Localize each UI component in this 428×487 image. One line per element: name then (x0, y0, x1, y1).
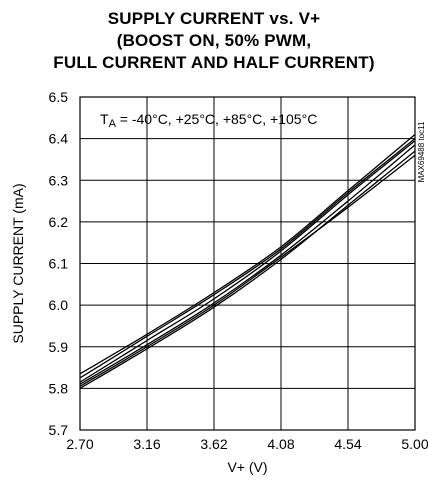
y-tick-label: 6.1 (49, 256, 69, 272)
y-tick-label: 5.7 (49, 422, 69, 438)
series-line (79, 150, 416, 389)
x-tick-label: 2.70 (66, 436, 93, 452)
x-tick-labels: 2.70 3.16 3.62 4.08 4.54 5.00 (66, 436, 428, 452)
chart-title-line-2: (BOOST ON, 50% PWM, (116, 31, 312, 50)
y-tick-label: 6.0 (49, 297, 69, 313)
annotation-prefix: T (100, 111, 109, 127)
y-tick-label: 5.8 (49, 380, 69, 396)
y-tick-label: 6.3 (49, 172, 69, 188)
temperature-annotation: TA = -40°C, +25°C, +85°C, +105°C (100, 111, 317, 130)
series-line (79, 154, 416, 387)
x-tick-label: 3.62 (200, 436, 227, 452)
annotation-text: = -40°C, +25°C, +85°C, +105°C (116, 111, 317, 127)
chart-title-line-3: FULL CURRENT AND HALF CURRENT) (53, 53, 375, 72)
chart-title-line-1: SUPPLY CURRENT vs. V+ (107, 9, 321, 28)
y-tick-label: 6.5 (49, 89, 69, 105)
series-line (79, 138, 416, 379)
y-tick-label: 6.4 (49, 131, 69, 147)
x-tick-label: 5.00 (401, 436, 428, 452)
series-line (79, 133, 416, 375)
series-line (79, 140, 416, 383)
y-tick-label: 5.9 (49, 339, 69, 355)
y-axis-label: SUPPLY CURRENT (mA) (10, 183, 26, 343)
series-line (79, 144, 416, 385)
part-id-label: MAX69488 toc11 (417, 121, 426, 182)
annotation-subscript: A (109, 118, 117, 130)
series-group (79, 133, 416, 389)
grid (79, 96, 416, 431)
x-tick-label: 3.16 (133, 436, 160, 452)
x-tick-label: 4.08 (267, 436, 294, 452)
x-axis-label: V+ (V) (227, 459, 267, 475)
y-tick-labels: 5.7 5.8 5.9 6.0 6.1 6.2 6.3 6.4 6.5 (49, 89, 69, 438)
plot-frame (79, 96, 416, 431)
y-tick-label: 6.2 (49, 214, 69, 230)
x-tick-label: 4.54 (334, 436, 361, 452)
